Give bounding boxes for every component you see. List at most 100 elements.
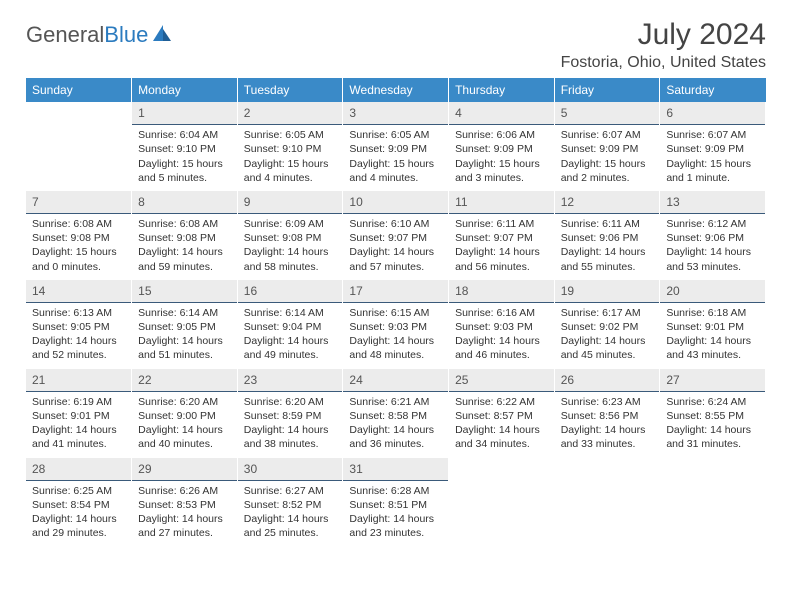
cell-text: Sunrise: 6:12 AMSunset: 9:06 PMDaylight:… — [664, 217, 761, 274]
day-header: Thursday — [449, 78, 555, 102]
day-number: 23 — [238, 369, 343, 392]
calendar-week-row: 28 Sunrise: 6:25 AMSunset: 8:54 PMDayligh… — [26, 458, 766, 547]
calendar-cell: 20Sunrise: 6:18 AMSunset: 9:01 PMDayligh… — [660, 280, 766, 369]
sunset-text: Sunset: 9:08 PM — [32, 231, 125, 245]
daylight-text: Daylight: 14 hours and 25 minutes. — [244, 512, 337, 540]
day-number: 8 — [132, 191, 237, 214]
sunset-text: Sunset: 9:05 PM — [32, 320, 125, 334]
calendar-cell — [26, 102, 132, 191]
sunset-text: Sunset: 9:09 PM — [349, 142, 442, 156]
daylight-text: Daylight: 14 hours and 52 minutes. — [32, 334, 125, 362]
sunset-text: Sunset: 9:10 PM — [244, 142, 337, 156]
calendar-cell: 19Sunrise: 6:17 AMSunset: 9:02 PMDayligh… — [554, 280, 660, 369]
calendar-cell: 21 Sunrise: 6:19 AMSunset: 9:01 PMDayligh… — [26, 369, 132, 458]
sunrise-text: Sunrise: 6:15 AM — [349, 306, 442, 320]
sunset-text: Sunset: 9:06 PM — [561, 231, 654, 245]
calendar-cell: 29 Sunrise: 6:26 AMSunset: 8:53 PMDayligh… — [132, 458, 238, 547]
sunrise-text: Sunrise: 6:26 AM — [138, 484, 231, 498]
day-number: 1 — [132, 102, 237, 125]
day-number: 28 — [26, 458, 131, 481]
sunrise-text: Sunrise: 6:19 AM — [32, 395, 125, 409]
sunset-text: Sunset: 8:55 PM — [666, 409, 759, 423]
day-header: Friday — [554, 78, 660, 102]
calendar-cell: 15Sunrise: 6:14 AMSunset: 9:05 PMDayligh… — [132, 280, 238, 369]
day-header: Sunday — [26, 78, 132, 102]
daylight-text: Daylight: 15 hours and 5 minutes. — [138, 157, 231, 185]
calendar-cell: 3Sunrise: 6:05 AMSunset: 9:09 PMDaylight… — [343, 102, 449, 191]
cell-text: Sunrise: 6:19 AMSunset: 9:01 PMDaylight:… — [30, 395, 127, 452]
cell-text: Sunrise: 6:08 AMSunset: 9:08 PMDaylight:… — [136, 217, 233, 274]
calendar-cell: 26Sunrise: 6:23 AMSunset: 8:56 PMDayligh… — [554, 369, 660, 458]
sunset-text: Sunset: 9:09 PM — [666, 142, 759, 156]
cell-text: Sunrise: 6:25 AMSunset: 8:54 PMDaylight:… — [30, 484, 127, 541]
cell-text: Sunrise: 6:26 AMSunset: 8:53 PMDaylight:… — [136, 484, 233, 541]
cell-text: Sunrise: 6:11 AMSunset: 9:07 PMDaylight:… — [453, 217, 550, 274]
day-number: 21 — [26, 369, 131, 392]
calendar-week-row: 7Sunrise: 6:08 AMSunset: 9:08 PMDaylight… — [26, 191, 766, 280]
daylight-text: Daylight: 14 hours and 55 minutes. — [561, 245, 654, 273]
cell-text: Sunrise: 6:16 AMSunset: 9:03 PMDaylight:… — [453, 306, 550, 363]
day-number: 10 — [343, 191, 448, 214]
day-number: 9 — [238, 191, 343, 214]
sunset-text: Sunset: 8:57 PM — [455, 409, 548, 423]
day-number: 13 — [660, 191, 765, 214]
cell-text: Sunrise: 6:14 AMSunset: 9:04 PMDaylight:… — [242, 306, 339, 363]
sunset-text: Sunset: 8:52 PM — [244, 498, 337, 512]
day-number: 22 — [132, 369, 237, 392]
sunrise-text: Sunrise: 6:07 AM — [666, 128, 759, 142]
sunset-text: Sunset: 8:58 PM — [349, 409, 442, 423]
daylight-text: Daylight: 14 hours and 53 minutes. — [666, 245, 759, 273]
calendar-cell — [449, 458, 555, 547]
sunset-text: Sunset: 9:10 PM — [138, 142, 231, 156]
sunrise-text: Sunrise: 6:23 AM — [561, 395, 654, 409]
brand-logo: GeneralBlue — [26, 18, 173, 48]
cell-text: Sunrise: 6:21 AMSunset: 8:58 PMDaylight:… — [347, 395, 444, 452]
calendar-cell: 11 Sunrise: 6:11 AMSunset: 9:07 PMDayligh… — [449, 191, 555, 280]
sunrise-text: Sunrise: 6:21 AM — [349, 395, 442, 409]
day-number: 15 — [132, 280, 237, 303]
day-number: 14 — [26, 280, 131, 303]
sunrise-text: Sunrise: 6:16 AM — [455, 306, 548, 320]
brand-name-a: General — [26, 22, 104, 47]
cell-text: Sunrise: 6:15 AMSunset: 9:03 PMDaylight:… — [347, 306, 444, 363]
sunrise-text: Sunrise: 6:10 AM — [349, 217, 442, 231]
daylight-text: Daylight: 14 hours and 46 minutes. — [455, 334, 548, 362]
calendar-cell: 9 Sunrise: 6:09 AMSunset: 9:08 PMDaylight… — [237, 191, 343, 280]
title-block: July 2024 Fostoria, Ohio, United States — [561, 18, 766, 72]
calendar-cell: 25Sunrise: 6:22 AMSunset: 8:57 PMDayligh… — [449, 369, 555, 458]
daylight-text: Daylight: 14 hours and 48 minutes. — [349, 334, 442, 362]
cell-text: Sunrise: 6:17 AMSunset: 9:02 PMDaylight:… — [559, 306, 656, 363]
sunrise-text: Sunrise: 6:25 AM — [32, 484, 125, 498]
sunrise-text: Sunrise: 6:08 AM — [138, 217, 231, 231]
calendar-cell: 7Sunrise: 6:08 AMSunset: 9:08 PMDaylight… — [26, 191, 132, 280]
sunrise-text: Sunrise: 6:11 AM — [455, 217, 548, 231]
calendar-cell: 10Sunrise: 6:10 AMSunset: 9:07 PMDayligh… — [343, 191, 449, 280]
day-number: 20 — [660, 280, 765, 303]
calendar-cell: 27Sunrise: 6:24 AMSunset: 8:55 PMDayligh… — [660, 369, 766, 458]
cell-text: Sunrise: 6:28 AMSunset: 8:51 PMDaylight:… — [347, 484, 444, 541]
sunrise-text: Sunrise: 6:14 AM — [138, 306, 231, 320]
cell-text: Sunrise: 6:09 AMSunset: 9:08 PMDaylight:… — [242, 217, 339, 274]
calendar-page: GeneralBlue July 2024 Fostoria, Ohio, Un… — [0, 0, 792, 556]
sunrise-text: Sunrise: 6:27 AM — [244, 484, 337, 498]
calendar-cell: 6Sunrise: 6:07 AMSunset: 9:09 PMDaylight… — [660, 102, 766, 191]
calendar-cell: 30Sunrise: 6:27 AMSunset: 8:52 PMDayligh… — [237, 458, 343, 547]
sunrise-text: Sunrise: 6:22 AM — [455, 395, 548, 409]
sunrise-text: Sunrise: 6:08 AM — [32, 217, 125, 231]
sunset-text: Sunset: 9:07 PM — [455, 231, 548, 245]
calendar-cell: 31Sunrise: 6:28 AMSunset: 8:51 PMDayligh… — [343, 458, 449, 547]
sunrise-text: Sunrise: 6:04 AM — [138, 128, 231, 142]
cell-text: Sunrise: 6:08 AMSunset: 9:08 PMDaylight:… — [30, 217, 127, 274]
daylight-text: Daylight: 14 hours and 58 minutes. — [244, 245, 337, 273]
day-number: 29 — [132, 458, 237, 481]
calendar-cell: 5Sunrise: 6:07 AMSunset: 9:09 PMDaylight… — [554, 102, 660, 191]
daylight-text: Daylight: 14 hours and 29 minutes. — [32, 512, 125, 540]
location-subtitle: Fostoria, Ohio, United States — [561, 54, 766, 72]
day-number: 24 — [343, 369, 448, 392]
daylight-text: Daylight: 14 hours and 41 minutes. — [32, 423, 125, 451]
day-number: 11 — [449, 191, 554, 214]
daylight-text: Daylight: 14 hours and 23 minutes. — [349, 512, 442, 540]
daylight-text: Daylight: 14 hours and 51 minutes. — [138, 334, 231, 362]
cell-text: Sunrise: 6:27 AMSunset: 8:52 PMDaylight:… — [242, 484, 339, 541]
sunset-text: Sunset: 9:01 PM — [32, 409, 125, 423]
